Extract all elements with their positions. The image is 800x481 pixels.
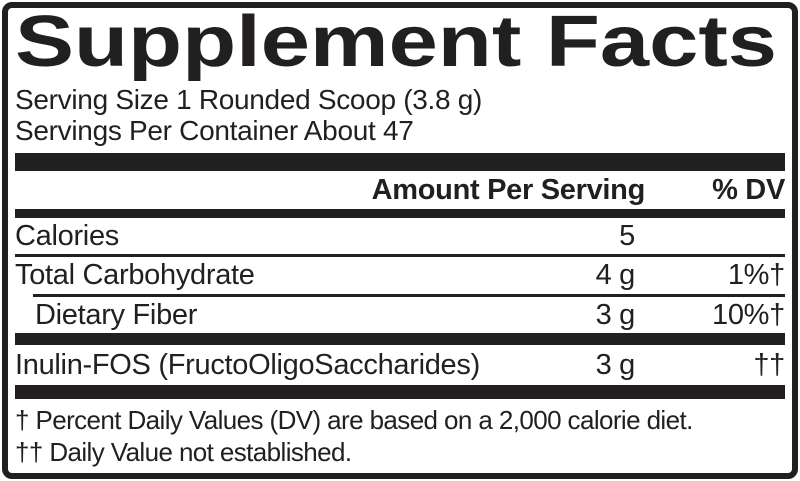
nutrient-amount: 3 g bbox=[595, 298, 636, 331]
table-row-dietary-fiber: Dietary Fiber 3 g 10%† bbox=[15, 297, 785, 333]
divider-bar-header bbox=[15, 209, 785, 218]
servings-per-container-line: Servings Per Container About 47 bbox=[15, 115, 414, 146]
footnote-dv-not-established: †† Daily Value not established. bbox=[15, 437, 352, 467]
table-header-row: Amount Per Serving % DV bbox=[15, 171, 786, 209]
nutrient-dv: 10%† bbox=[712, 298, 785, 331]
panel-title: Supplement Facts bbox=[15, 8, 777, 82]
divider-bar-section bbox=[15, 333, 785, 345]
row-separator bbox=[15, 254, 785, 257]
nutrient-name: Inulin-FOS (FructoOligoSaccharides) bbox=[15, 348, 480, 381]
nutrient-amount: 5 bbox=[619, 219, 635, 252]
amount-per-serving-header: Amount Per Serving bbox=[371, 173, 646, 206]
footnotes-block: † Percent Daily Values (DV) are based on… bbox=[15, 404, 785, 468]
table-row-total-carbohydrate: Total Carbohydrate 4 g 1%† bbox=[15, 257, 785, 294]
nutrient-amount: 3 g bbox=[595, 348, 636, 381]
nutrient-name: Dietary Fiber bbox=[35, 298, 198, 331]
table-row-calories: Calories 5 bbox=[15, 218, 785, 254]
panel-title-graphic: Supplement Facts bbox=[15, 8, 777, 82]
nutrient-dv: †† bbox=[753, 348, 785, 381]
divider-bar-bottom bbox=[15, 385, 785, 399]
serving-size-line: Serving Size 1 Rounded Scoop (3.8 g) bbox=[15, 84, 483, 115]
table-row-inulin-fos: Inulin-FOS (FructoOligoSaccharides) 3 g … bbox=[15, 345, 785, 385]
nutrient-amount: 4 g bbox=[595, 259, 636, 291]
nutrient-dv: 1%† bbox=[727, 259, 785, 291]
percent-dv-header: % DV bbox=[712, 173, 785, 206]
nutrient-name: Calories bbox=[15, 219, 119, 252]
divider-bar-top bbox=[15, 153, 785, 171]
footnote-daily-values: † Percent Daily Values (DV) are based on… bbox=[15, 405, 693, 435]
row-separator-indented bbox=[33, 294, 785, 297]
nutrient-name: Total Carbohydrate bbox=[15, 259, 255, 291]
